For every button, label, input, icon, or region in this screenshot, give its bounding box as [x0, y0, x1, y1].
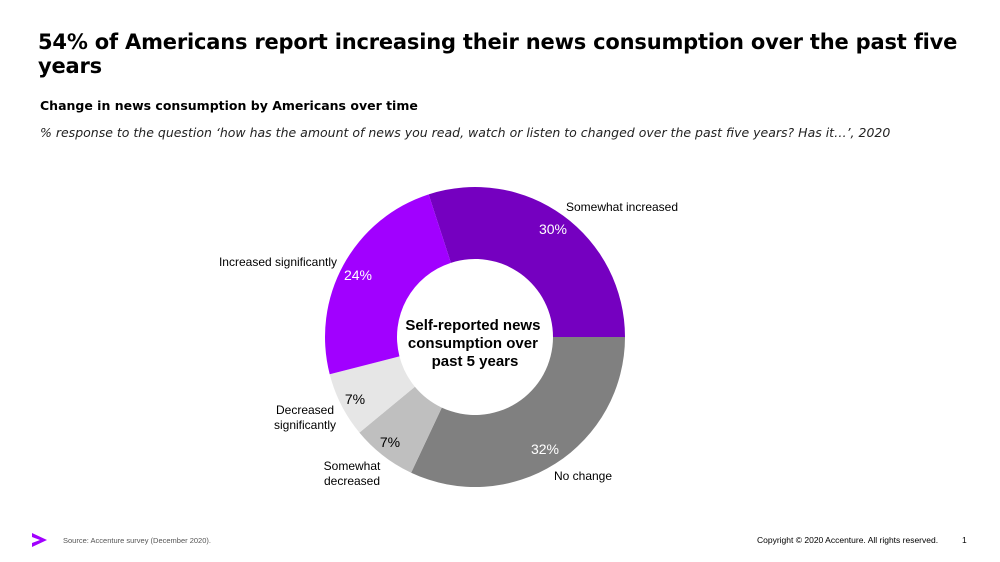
slice-increased-significantly: [325, 194, 451, 375]
center-label-line: Self-reported news: [405, 317, 540, 334]
copyright: Copyright © 2020 Accenture. All rights r…: [757, 535, 939, 545]
chart-subtitle: Change in news consumption by Americans …: [40, 98, 418, 113]
page-number: 1: [962, 535, 967, 545]
slice-decreased-significantly: [329, 356, 415, 433]
chart-question: % response to the question ‘how has the …: [40, 125, 891, 140]
slice-value-label: 7%: [345, 391, 365, 407]
slice-category-label: Increased significantly: [219, 255, 337, 269]
slice-category-label: Somewhat increased: [566, 200, 678, 214]
slice-category-label: No change: [554, 469, 612, 483]
center-label-line: past 5 years: [432, 353, 519, 370]
slice-no-change: [411, 337, 625, 488]
slice-category-label: Decreased significantly: [274, 403, 336, 432]
slice-value-label: 7%: [380, 434, 400, 450]
center-label-line: consumption over: [408, 335, 538, 352]
slice-value-label: 30%: [539, 221, 567, 237]
slice-somewhat-increased: [428, 187, 625, 337]
accenture-logo-icon: [32, 533, 47, 547]
slice-value-label: 32%: [531, 441, 559, 457]
slice-somewhat-decreased: [359, 386, 442, 473]
page-title: 54% of Americans report increasing their…: [38, 30, 958, 78]
center-label: Self-reported news consumption over past…: [405, 317, 544, 370]
source-note: Source: Accenture survey (December 2020)…: [63, 536, 211, 545]
slice-value-label: 24%: [344, 267, 372, 283]
slice-category-label: Somewhat decreased: [324, 459, 381, 488]
